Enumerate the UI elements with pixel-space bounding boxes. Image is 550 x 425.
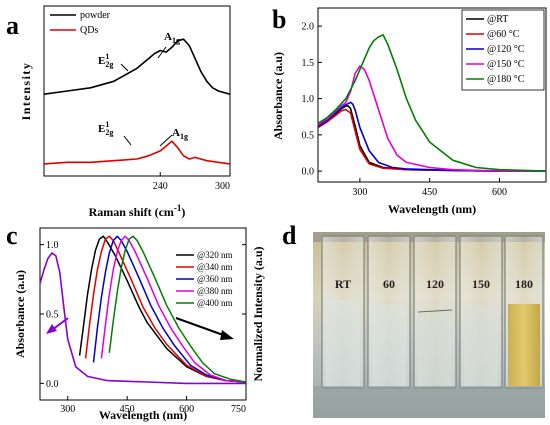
legend-label-180c: @180 °C [487, 74, 525, 85]
panel-letter-d: d [282, 221, 297, 250]
series-line-powder [43, 38, 231, 95]
legend-label-340nm: @340 nm [197, 262, 233, 272]
arrow-emission-axis [175, 317, 227, 337]
cuvette-150: 150 [459, 235, 503, 389]
cuvette-rt: RT [321, 235, 365, 389]
legend-c: @320 nm @340 nm @360 nm @380 nm @400 nm [176, 250, 233, 308]
peak-label-e2g-qds: E1 2g [98, 120, 113, 137]
peak-label-a1g-powder: A1g [164, 31, 180, 45]
legend-label-400nm: @400 nm [197, 298, 233, 308]
series-line-absorbance [39, 252, 246, 385]
y-tick-label-b-3: 1.5 [302, 58, 315, 69]
arrow-e2g-powder [120, 63, 129, 72]
y-tick-label-c-0: 0.0 [46, 379, 59, 390]
y-axis-title-a: Intensity [19, 62, 33, 121]
cuvette-60: 60 [367, 235, 411, 389]
direction-arrows-c [46, 317, 234, 340]
panel-b: b 300 450 600 0.0 0.5 1.0 1.5 2.0 @RT @60 °C @1… [271, 5, 547, 216]
cuvette-120: 120 [413, 235, 457, 389]
peak-label-a1g-qds: A1g [172, 127, 188, 141]
x-axis-title-a: Raman shift (cm-1) [89, 203, 186, 219]
peak-annotations-a: A1g E1 2g E1 2g A1g [98, 31, 188, 147]
x-ticks-a: 240 300 [153, 172, 231, 192]
x-tick-label-a-300: 300 [215, 181, 230, 192]
series-line-400-nm [108, 235, 247, 383]
series-line-150-c [317, 65, 546, 172]
x-tick-label-b-300: 300 [352, 187, 367, 198]
axis-ticks-c: 300 450 600 750 0.0 0.5 1.0 [40, 240, 247, 415]
axis-ticks-b: 300 450 600 0.0 0.5 1.0 1.5 2.0 [302, 22, 507, 198]
panel-letter-c: c [6, 221, 18, 250]
panel-c: c 300 450 600 750 0.0 0.5 1.0 @320 nm @340 nm … [6, 221, 265, 422]
x-tick-label-c-750: 750 [231, 404, 246, 415]
arrow-a1g-powder [157, 46, 167, 59]
y-tick-label-c-2: 1.0 [46, 240, 59, 251]
legend-label-360nm: @360 nm [197, 274, 233, 284]
x-tick-label-c-600: 600 [179, 404, 194, 415]
vial-label-180: 180 [515, 277, 533, 291]
legend-b: @RT @60 °C @120 °C @150 °C @180 °C [461, 9, 545, 91]
y-tick-label-b-2: 1.0 [302, 94, 315, 105]
legend-label-320nm: @320 nm [197, 250, 233, 260]
vial-label-150: 150 [472, 277, 490, 291]
legend-label-powder: powder [80, 10, 111, 21]
y-tick-label-b-1: 0.5 [302, 130, 315, 141]
series-line-60-c [317, 108, 546, 172]
series-lines-a [43, 38, 231, 165]
legend-label-rt: @RT [487, 14, 508, 25]
series-line-rt [317, 105, 546, 172]
x-tick-label-c-300: 300 [60, 404, 75, 415]
x-tick-label-a-240: 240 [153, 181, 168, 192]
legend-label-60c: @60 °C [487, 29, 520, 40]
x-tick-label-b-600: 600 [492, 187, 507, 198]
y-axis-title-right-c: Normalized Intensity (a.u) [251, 247, 265, 382]
series-line-qds [43, 140, 231, 165]
plot-frame-b [317, 7, 547, 183]
legend-box-b [461, 9, 545, 91]
arrow-absorbance-head [46, 324, 57, 334]
series-line-360-nm [92, 235, 247, 383]
arrow-a1g-qds [159, 134, 173, 147]
y-tick-label-b-0: 0.0 [302, 167, 315, 178]
vial-label-rt: RT [335, 277, 351, 291]
panel-d: d RT [282, 221, 545, 418]
vial-label-60: 60 [383, 277, 395, 291]
y-tick-label-c-1: 0.5 [46, 310, 59, 321]
y-axis-title-b: Absorbance (a.u) [271, 52, 285, 140]
series-lines-b [317, 34, 547, 172]
photo-bench [313, 386, 545, 418]
peak-label-e2g-powder: E1 2g [98, 52, 113, 69]
x-tick-label-b-450: 450 [422, 187, 437, 198]
panel-letter-b: b [272, 5, 286, 34]
plot-frame-a [43, 5, 231, 177]
series-line-340-nm [84, 235, 247, 383]
series-line-320-nm [78, 235, 247, 383]
series-line-380-nm [100, 235, 247, 383]
series-line-180-c [317, 34, 547, 172]
vial-label-120: 120 [426, 277, 444, 291]
arrow-e2g-qds [123, 135, 132, 146]
legend-label-150c: @150 °C [487, 59, 525, 70]
legend-a: powder QDs [50, 10, 111, 36]
cuvette-180: 180 [504, 235, 544, 389]
series-lines-c [39, 235, 247, 385]
panel-letter-a: a [6, 11, 19, 40]
panel-a: a 240 300 powder QDs A1g E1 2g E1 2g A1g In… [6, 5, 231, 219]
x-axis-title-c: Wavelength (nm) [99, 408, 187, 422]
y-axis-title-left-c: Absorbance (a.u) [13, 270, 27, 358]
arrow-emission-head [220, 330, 234, 340]
x-axis-title-b: Wavelength (nm) [388, 202, 476, 216]
x-tick-label-c-450: 450 [120, 404, 135, 415]
series-line-120-c [317, 101, 546, 172]
y-tick-label-b-4: 2.0 [302, 22, 315, 33]
legend-label-380nm: @380 nm [197, 286, 233, 296]
legend-label-qds: QDs [80, 25, 98, 36]
legend-label-120c: @120 °C [487, 44, 525, 55]
